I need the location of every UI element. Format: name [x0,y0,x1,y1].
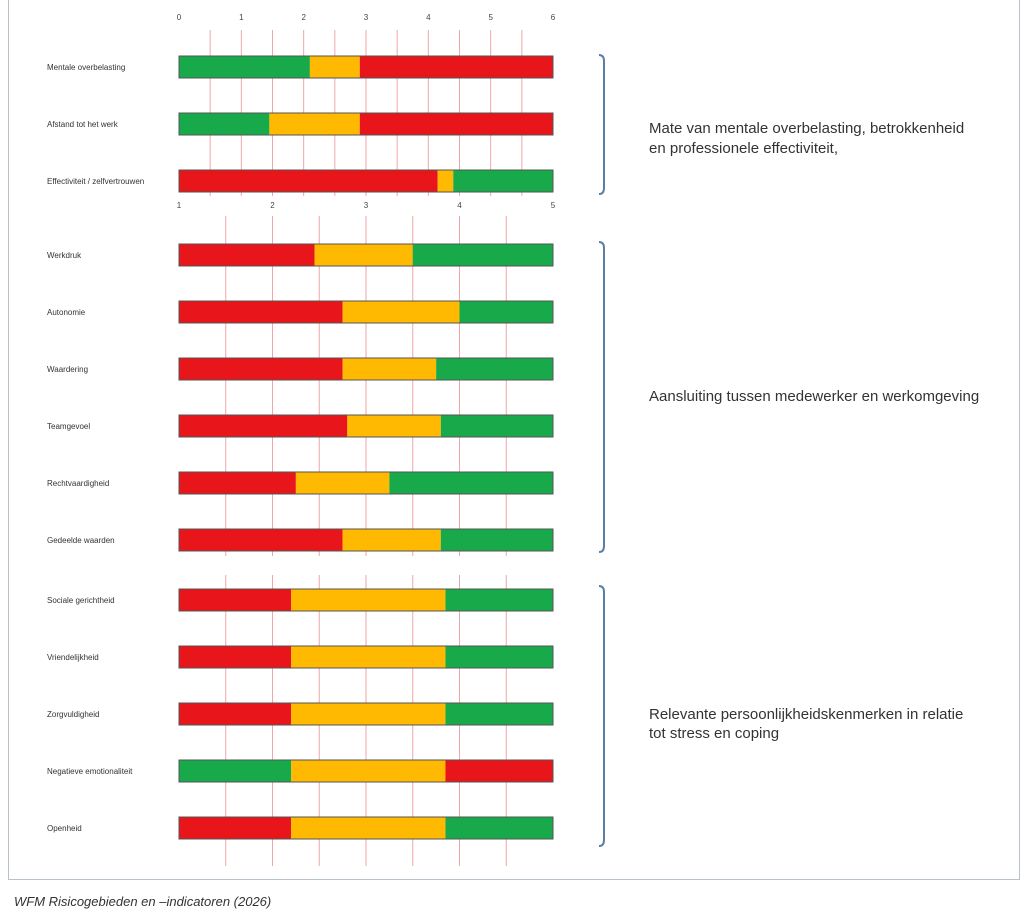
group-caption: en professionele effectiviteit, [649,140,838,157]
bar-segment-red [179,472,296,494]
tick-label: 3 [364,201,369,210]
row-label: Autonomie [47,308,86,317]
bar-outline [178,528,554,552]
bar-outline [178,169,554,193]
group-caption: Relevante persoonlijkheidskenmerken in r… [649,706,963,723]
row-label: Waardering [47,365,88,374]
bar-outline [178,55,554,79]
row-label: Effectiviteit / zelfvertrouwen [47,177,144,186]
bar-segment-red [179,646,292,668]
tick-label: 0 [177,13,182,22]
bar-segment-green [440,529,553,551]
bar-segment-amber [295,472,390,494]
bar-segment-green [445,646,553,668]
risk-indicator-chart: 0 1 2 3 4 5 6 Mentale overbelasting Afstand tot … [47,13,979,866]
bar-outline [178,816,554,840]
bar-segment-red [359,56,553,78]
bar-outline [178,645,554,669]
tick-label: 5 [488,13,493,22]
tick-label: 6 [551,13,556,22]
bar-segment-red [179,589,292,611]
tick-label: 1 [239,13,244,22]
bar-segment-amber [291,760,446,782]
bar-segment-green [389,472,553,494]
group-bracket [598,585,605,847]
bar-segment-red [359,113,553,135]
tick-label: 2 [270,201,275,210]
group-caption: Aansluiting tussen medewerker en werkomg… [649,388,979,405]
row-label: Gedeelde waarden [47,536,115,545]
bar-segment-green [445,817,553,839]
bar-segment-amber [291,703,446,725]
bar-segment-amber [342,358,437,380]
row-label: Zorgvuldigheid [47,710,99,719]
tick-label: 1 [177,201,182,210]
bar-segment-red [179,358,343,380]
bar-segment-red [179,415,348,437]
group-caption: Mate van mentale overbelasting, betrokke… [649,120,964,137]
bar-outline [178,588,554,612]
tick-label: 4 [457,201,462,210]
bar-segment-red [179,244,315,266]
row-label: Sociale gerichtheid [47,596,115,605]
row-label: Vriendelijkheid [47,653,99,662]
bar-segment-amber [309,56,360,78]
bar-segment-green [445,589,553,611]
bar-segment-red [179,817,292,839]
row-label: Afstand tot het werk [47,120,119,129]
bar-segment-amber [314,244,413,266]
tick-label: 3 [364,13,369,22]
bar-segment-amber [342,529,441,551]
bar-segment-amber [291,646,446,668]
group-caption: tot stress en coping [649,725,779,742]
bar-segment-amber [291,589,446,611]
bar-segment-green [445,703,553,725]
tick-label: 5 [551,201,556,210]
tick-label: 4 [426,13,431,22]
bar-outline [178,471,554,495]
group-bracket [598,241,605,553]
bar-segment-green [436,358,553,380]
bar-segment-red [179,301,343,323]
bar-segment-amber [269,113,360,135]
bar-outline [178,300,554,324]
bar-outline [178,414,554,438]
bar-segment-green [412,244,553,266]
row-label: Rechtvaardigheid [47,479,109,488]
bar-outline [178,243,554,267]
row-label: Openheid [47,824,82,833]
bar-segment-green [179,760,292,782]
bar-segment-amber [291,817,446,839]
bar-segment-green [453,170,553,192]
group-bracket [598,54,605,195]
chart-frame: 0 1 2 3 4 5 6 Mentale overbelasting Afstand tot … [8,0,1020,880]
bar-segment-red [179,170,438,192]
row-label: Werkdruk [47,251,82,260]
bar-outline [178,759,554,783]
bar-segment-green [179,56,310,78]
bar-segment-amber [342,301,460,323]
bar-outline [178,357,554,381]
bar-segment-red [445,760,553,782]
tick-label: 2 [301,13,306,22]
bar-segment-red [179,529,343,551]
row-label: Negatieve emotionaliteit [47,767,133,776]
bar-outline [178,112,554,136]
row-label: Teamgevoel [47,422,90,431]
bar-segment-green [179,113,270,135]
bar-segment-amber [437,170,454,192]
bar-outline [178,702,554,726]
figure-caption: WFM Risicogebieden en –indicatoren (2026… [14,894,272,909]
bar-segment-green [459,301,553,323]
bar-segment-green [440,415,553,437]
bar-segment-amber [347,415,441,437]
bar-segment-red [179,703,292,725]
row-label: Mentale overbelasting [47,63,125,72]
